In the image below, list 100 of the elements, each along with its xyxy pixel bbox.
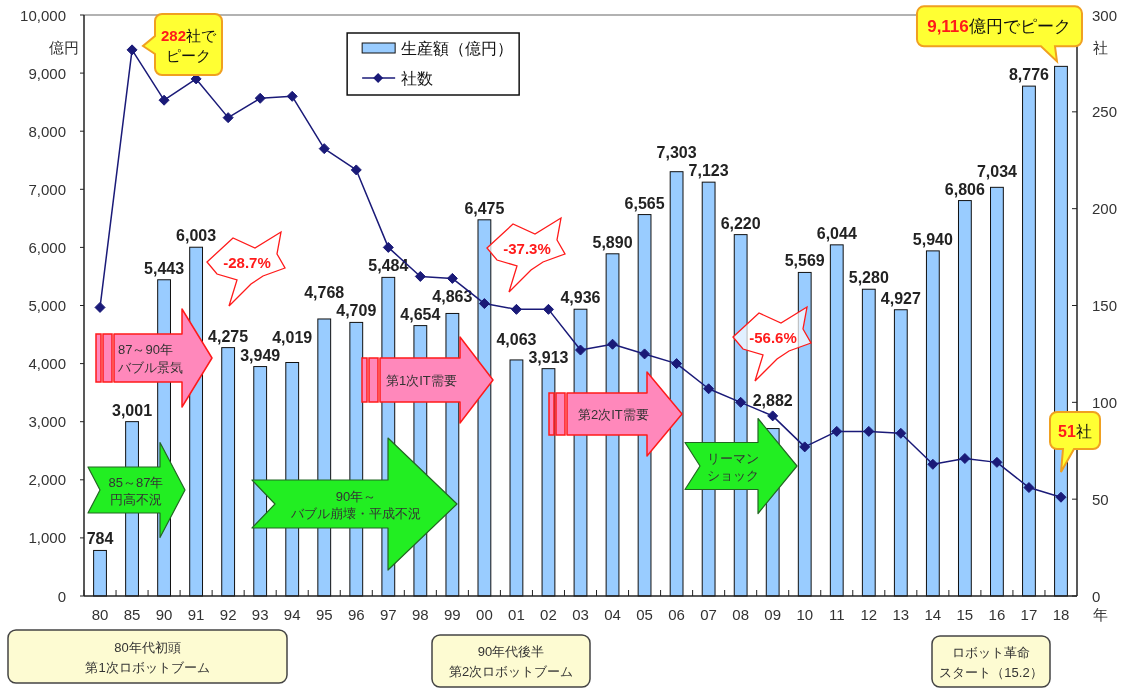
y-tick-label: 5,000: [28, 297, 66, 314]
bar: [669, 171, 684, 597]
data-label: 4,709: [336, 302, 377, 320]
point: [767, 410, 779, 422]
annotation: 282社でピーク: [160, 26, 218, 63]
x-tick-label: 02: [540, 605, 557, 623]
point: [414, 270, 426, 282]
point: [959, 453, 971, 464]
x-tick-label: 80: [91, 605, 109, 623]
point: [735, 396, 747, 408]
point: [94, 301, 106, 313]
legend-label: 社数: [401, 69, 434, 87]
x-tick-label: 13: [892, 605, 910, 623]
x-tick-label: 00: [476, 605, 493, 623]
y2-tick-label: 150: [1092, 297, 1118, 314]
y-tick-label: 8,000: [28, 122, 66, 140]
x-tick-label: 07: [700, 605, 717, 623]
text: 90年代後半第2次ロボットブーム: [448, 643, 574, 679]
y2-tick-label: 300: [1092, 6, 1118, 24]
annotation: リーマンショック: [707, 450, 759, 482]
data-label: 7,123: [688, 162, 729, 180]
bar: [957, 200, 972, 597]
data-label: 4,927: [880, 289, 921, 307]
y-tick-label: 6,000: [28, 238, 66, 256]
point: [126, 44, 138, 56]
data-label: 4,019: [272, 328, 313, 346]
point: [1055, 491, 1067, 503]
x-tick-label: 18: [1052, 605, 1070, 623]
point: [286, 90, 298, 102]
bar: [893, 309, 908, 597]
annotation: 第2次IT需要: [578, 406, 649, 422]
bar: [990, 186, 1004, 597]
annotation: 51社: [1058, 422, 1092, 439]
bar: [829, 244, 844, 597]
data-label: 6,565: [624, 194, 665, 212]
x-tick-label: 96: [347, 605, 365, 623]
data-label: 6,475: [464, 199, 505, 217]
x-tick-label: 93: [251, 605, 269, 623]
x-tick-label: 99: [444, 605, 461, 623]
x-tick-label: 03: [572, 605, 589, 623]
annotation: -37.3%: [503, 239, 551, 257]
y-tick-label: 4,000: [28, 355, 66, 373]
bar: [1022, 85, 1036, 597]
point: [703, 383, 715, 395]
x-tick-label: 94: [283, 605, 301, 623]
point: [863, 425, 875, 437]
point: [831, 425, 843, 437]
x-tick-label: 17: [1020, 605, 1038, 623]
y-tick-label: 1,000: [28, 529, 66, 547]
x-tick-label: 16: [988, 605, 1006, 623]
x-tick-label: 04: [604, 605, 621, 623]
point: [318, 143, 330, 155]
point: [542, 303, 554, 315]
bar: [925, 250, 940, 597]
annotation: 第1次IT需要: [386, 372, 457, 388]
bar: [221, 347, 236, 597]
data-label: 4,936: [560, 289, 601, 307]
x-axis-title: 年: [1092, 605, 1108, 623]
point: [607, 338, 619, 350]
point: [446, 272, 458, 284]
point: [222, 112, 234, 124]
x-tick-label: 12: [860, 605, 878, 623]
data-label: 4,275: [208, 327, 249, 345]
point: [254, 92, 266, 104]
text: ロボット革命スタート（15.2）: [939, 644, 1043, 679]
data-label: 4,063: [496, 330, 537, 348]
y2-tick-label: 100: [1092, 393, 1118, 411]
annotation: 9,116億円でピーク: [927, 16, 1071, 36]
x-tick-label: 98: [411, 605, 429, 623]
data-label: 8,776: [1008, 66, 1050, 84]
point: [575, 344, 586, 356]
x-tick-label: 15: [956, 605, 974, 623]
data-label: 7,034: [976, 162, 1018, 180]
x-tick-label: 14: [924, 605, 942, 623]
bar: [797, 271, 812, 597]
bar: [861, 288, 876, 597]
point: [478, 298, 490, 310]
point: [1023, 482, 1035, 494]
y-tick-label: 10,000: [20, 6, 66, 24]
data-label: 5,940: [912, 230, 953, 248]
x-tick-label: 92: [219, 605, 237, 623]
x-tick-label: 06: [668, 605, 685, 623]
data-label: 3,913: [528, 348, 569, 366]
data-label: 5,280: [848, 269, 889, 287]
annotation: 90年～バブル崩壊・平成不況: [290, 488, 421, 520]
y2-tick-label: 50: [1092, 490, 1109, 508]
data-label: 5,443: [144, 259, 185, 277]
x-tick-label: 91: [187, 605, 205, 623]
annotation: 87～90年バブル景気: [117, 341, 183, 375]
text: 80年代初頭第1次ロボットブーム: [85, 639, 210, 674]
x-tick-label: 05: [636, 605, 653, 623]
annotation: 85～87年円高不況: [108, 474, 164, 506]
data-label: 7,303: [656, 144, 697, 162]
bar: [509, 359, 524, 597]
point: [382, 241, 394, 253]
x-tick-label: 11: [828, 605, 845, 623]
bar: [477, 219, 492, 597]
point: [350, 164, 362, 176]
annotation: -28.7%: [223, 253, 271, 271]
x-tick-label: 01: [508, 605, 525, 623]
